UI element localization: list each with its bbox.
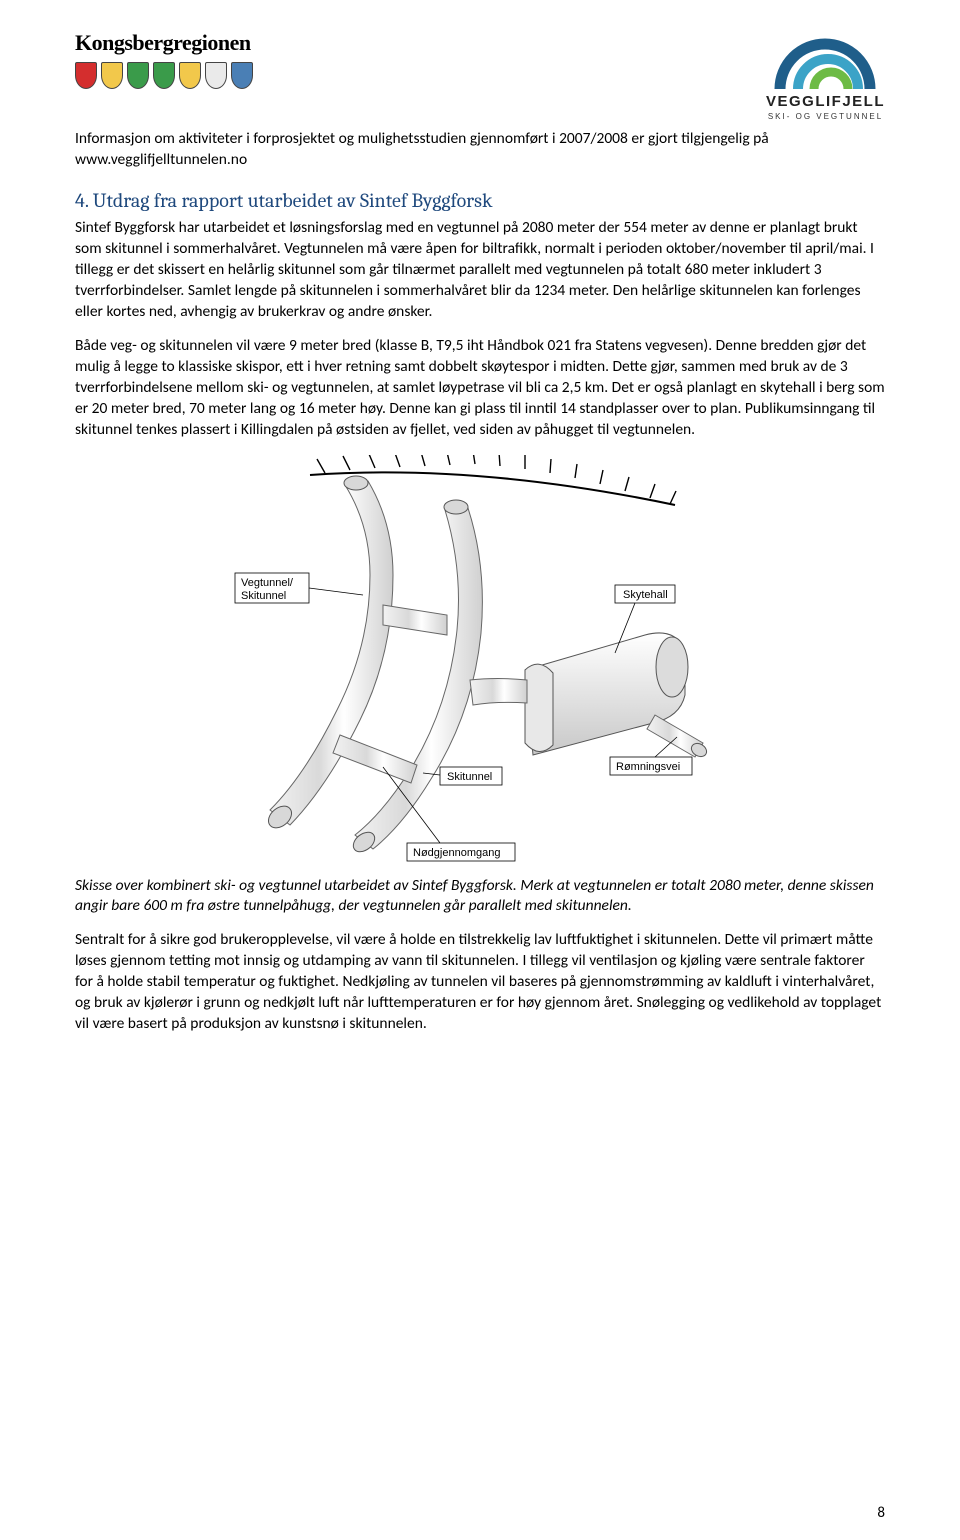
header-left: Kongsbergregionen [75,30,253,89]
tunnel-diagram: Vegtunnel/ Skitunnel Skytehall Skitunnel… [215,455,745,870]
shield-icon [75,62,97,89]
label-vegtunnel-line1: Vegtunnel/ [241,577,294,589]
label-romningsvei: Rømningsvei [616,761,680,773]
section-heading: 4. Utdrag fra rapport utarbeidet av Sint… [75,189,885,212]
org-name: Kongsbergregionen [75,30,253,56]
section-title: Utdrag fra rapport utarbeidet av Sintef … [93,189,493,212]
shield-icon [205,62,227,89]
body-paragraph-3: Sentralt for å sikre god brukeropplevels… [75,930,885,1035]
body-paragraph-1: Sintef Byggforsk har utarbeidet et løsni… [75,218,885,323]
label-skytehall: Skytehall [623,589,668,601]
shield-icon [179,62,201,89]
figure-caption: Skisse over kombinert ski- og vegtunnel … [75,876,885,916]
label-nodgjennomgang: Nødgjennomgang [413,847,500,859]
section-number: 4. [75,189,88,212]
shield-icon [231,62,253,89]
cross-connector-upper [383,605,447,635]
tunnel-diagram-figure: Vegtunnel/ Skitunnel Skytehall Skitunnel… [75,455,885,870]
body-paragraph-2: Både veg- og skitunnelen vil være 9 mete… [75,336,885,441]
logo-title: VEGGLIFJELL [766,93,885,110]
shields-row [75,62,253,89]
vegglifjell-arcs-icon [770,34,880,89]
connector-skytehall [470,679,527,706]
shield-icon [153,62,175,89]
page-number: 8 [877,1504,885,1522]
label-skitunnel: Skitunnel [447,771,492,783]
shield-icon [101,62,123,89]
label-vegtunnel-line2: Skitunnel [241,590,286,602]
shield-icon [127,62,149,89]
logo-subtitle: SKI- OG VEGTUNNEL [768,112,883,121]
vegtunnel-shape [264,476,393,832]
header-right: VEGGLIFJELL SKI- OG VEGTUNNEL [766,30,885,121]
document-header: Kongsbergregionen VEGGLIFJELL SKI- O [75,30,885,121]
cross-connector-lower [333,735,417,783]
intro-paragraph: Informasjon om aktiviteter i forprosjekt… [75,129,885,171]
romningsvei-shape [647,715,709,759]
